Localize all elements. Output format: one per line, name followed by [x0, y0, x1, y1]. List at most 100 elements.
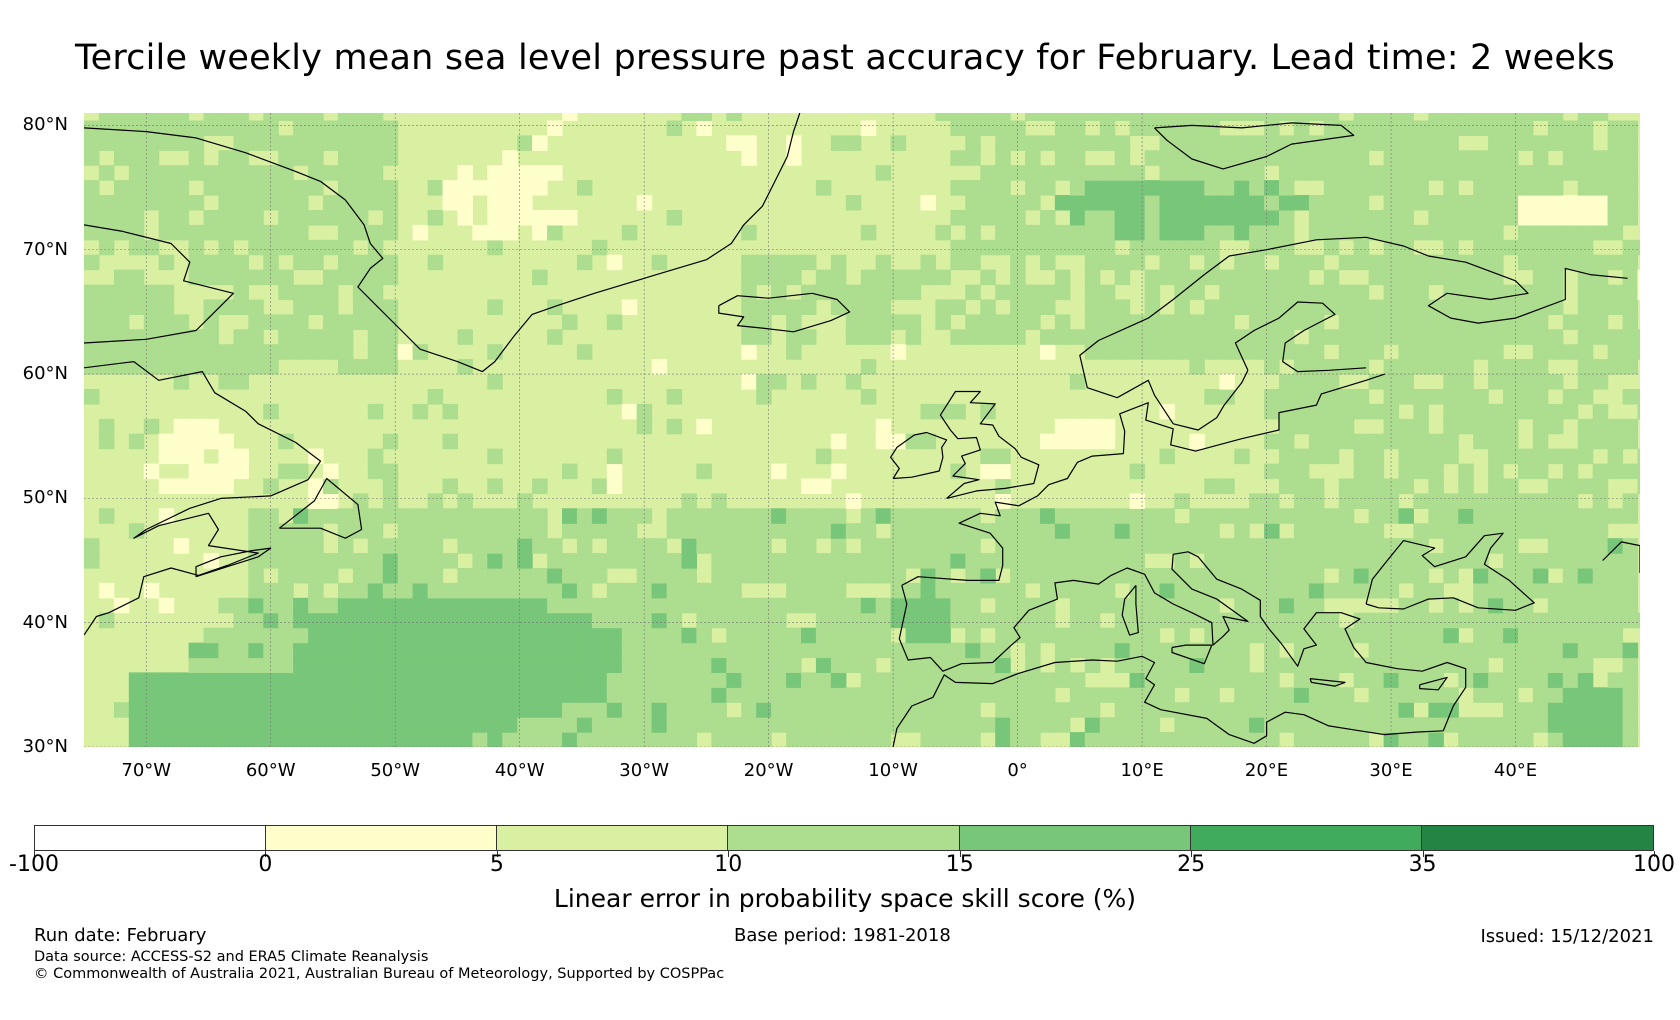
skill-cell: [1174, 299, 1190, 315]
skill-cell: [786, 254, 802, 271]
skill-cell: [771, 374, 787, 390]
skill-cell: [621, 299, 638, 315]
skill-cell: [1577, 195, 1594, 211]
skill-cell: [502, 732, 518, 747]
skill-cell: [726, 687, 742, 703]
skill-cell: [995, 523, 1011, 539]
skill-cell: [1144, 717, 1161, 733]
skill-cell: [1428, 433, 1444, 450]
skill-cell: [1368, 180, 1385, 196]
skill-cell: [397, 732, 414, 747]
skill-cell: [1159, 687, 1175, 703]
skill-cell: [1323, 165, 1340, 181]
skill-cell: [1473, 269, 1489, 286]
skill-cell: [278, 463, 294, 480]
skill-cell: [293, 687, 309, 703]
skill-cell: [1547, 239, 1564, 256]
skill-cell: [591, 687, 608, 703]
skill-cell: [1293, 120, 1310, 136]
skill-cell: [1099, 224, 1116, 241]
skill-cell: [786, 627, 802, 644]
skill-cell: [248, 582, 264, 599]
skill-cell: [830, 284, 847, 301]
skill-cell: [1398, 702, 1414, 718]
skill-cell: [1353, 224, 1370, 241]
skill-cell: [1219, 568, 1235, 584]
skill-cell: [965, 150, 981, 166]
skill-cell: [442, 642, 458, 659]
skill-cell: [1204, 538, 1220, 554]
skill-cell: [1129, 657, 1146, 673]
skill-cell: [1353, 389, 1370, 405]
skill-cell: [1338, 299, 1355, 315]
skill-cell: [352, 493, 369, 509]
skill-cell: [98, 284, 115, 301]
skill-cell: [188, 642, 205, 659]
skill-cell: [1353, 210, 1370, 226]
skill-cell: [1279, 374, 1295, 390]
skill-cell: [815, 180, 832, 196]
skill-cell: [771, 597, 787, 614]
skill-cell: [741, 374, 757, 390]
skill-cell: [1458, 389, 1474, 405]
skill-cell: [293, 180, 309, 196]
skill-cell: [696, 508, 712, 524]
skill-cell: [1084, 657, 1101, 673]
skill-cell: [845, 597, 862, 614]
skill-cell: [173, 195, 190, 211]
skill-cell: [337, 732, 354, 747]
skill-cell: [1293, 195, 1310, 211]
skill-cell: [741, 224, 757, 241]
skill-cell: [337, 553, 354, 569]
skill-cell: [1383, 195, 1400, 211]
skill-cell: [203, 180, 219, 196]
skill-cell: [263, 523, 279, 539]
skill-cell: [367, 508, 384, 524]
skill-cell: [1054, 418, 1071, 435]
skill-cell: [352, 284, 369, 301]
skill-cell: [786, 135, 802, 151]
skill-cell: [1383, 224, 1400, 241]
skill-cell: [860, 732, 877, 747]
skill-cell: [1443, 314, 1459, 330]
skill-cell: [233, 657, 249, 673]
skill-cell: [1592, 165, 1609, 181]
skill-cell: [367, 717, 384, 733]
skill-cell: [278, 329, 294, 345]
skill-cell: [666, 627, 683, 644]
skill-cell: [726, 612, 742, 629]
skill-cell: [1069, 597, 1086, 614]
skill-cell: [1607, 418, 1624, 435]
skill-cell: [233, 672, 249, 688]
skill-cell: [233, 254, 249, 271]
skill-cell: [1622, 433, 1639, 450]
skill-cell: [412, 717, 429, 733]
skill-cell: [128, 433, 145, 450]
skill-cell: [1518, 299, 1534, 315]
skill-cell: [173, 314, 190, 330]
skill-cell: [1144, 687, 1161, 703]
skill-cell: [1084, 135, 1101, 151]
skill-cell: [920, 538, 936, 554]
skill-cell: [337, 627, 354, 644]
skill-cell: [1040, 165, 1056, 181]
skill-cell: [278, 717, 294, 733]
skill-cell: [606, 389, 623, 405]
skill-cell: [815, 642, 832, 659]
skill-cell: [1234, 135, 1250, 151]
skill-cell: [965, 224, 981, 241]
skill-cell: [1577, 553, 1594, 569]
skill-cell: [1428, 493, 1444, 509]
colorbar-tick-label: 10: [714, 852, 743, 877]
skill-cell: [1547, 299, 1564, 315]
skill-cell: [1577, 478, 1594, 494]
skill-cell: [173, 180, 190, 196]
skill-cell: [1398, 374, 1414, 390]
skill-cell: [1293, 448, 1310, 465]
skill-cell: [1503, 329, 1519, 345]
skill-cell: [143, 418, 160, 435]
skill-cell: [1084, 299, 1101, 315]
skill-cell: [980, 210, 996, 226]
skill-cell: [995, 195, 1011, 211]
skill-cell: [188, 433, 205, 450]
